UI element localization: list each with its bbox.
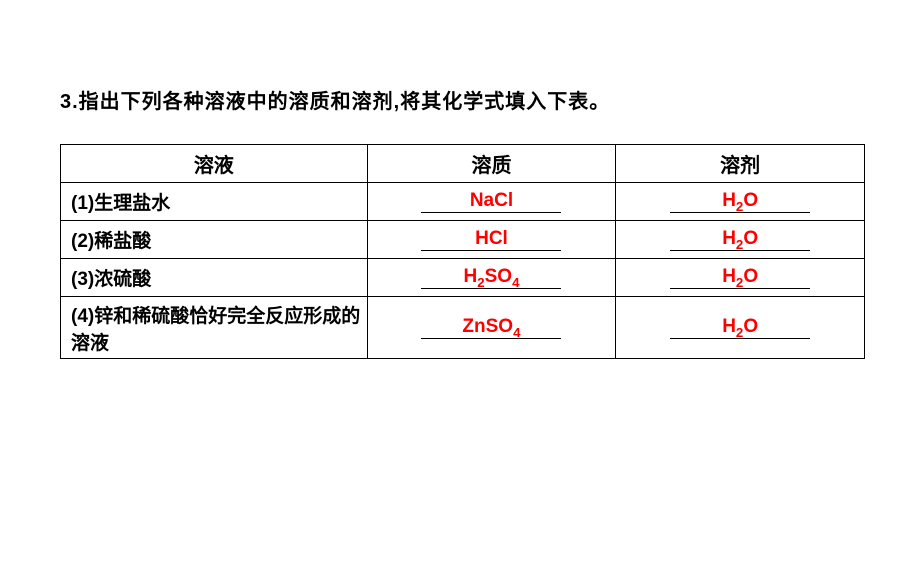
solute-answer: HCl bbox=[475, 229, 508, 248]
solvent-cell: H2O bbox=[616, 297, 865, 359]
question-text: 3.指出下列各种溶液中的溶质和溶剂,将其化学式填入下表。 bbox=[60, 85, 865, 114]
solvent-answer: H2O bbox=[722, 229, 758, 248]
table-header-row: 溶液 溶质 溶剂 bbox=[61, 145, 865, 183]
row-label: (4)锌和稀硫酸恰好完全反应形成的溶液 bbox=[61, 297, 368, 359]
row-label: (3)浓硫酸 bbox=[61, 259, 368, 297]
header-solution: 溶液 bbox=[61, 145, 368, 183]
solvent-cell: H2O bbox=[616, 259, 865, 297]
solution-table: 溶液 溶质 溶剂 (1)生理盐水NaClH2O(2)稀盐酸HClH2O(3)浓硫… bbox=[60, 144, 865, 359]
row-label: (1)生理盐水 bbox=[61, 183, 368, 221]
answer-underline bbox=[421, 288, 561, 289]
table-row: (2)稀盐酸 HCl H2O bbox=[61, 221, 865, 259]
row-label: (2)稀盐酸 bbox=[61, 221, 368, 259]
solute-answer: ZnSO4 bbox=[462, 317, 520, 336]
table-body: (1)生理盐水 NaCl H2O (2)稀盐酸 HCl H2O (3)浓硫酸 H2SO4 H2O… bbox=[61, 183, 865, 359]
solute-cell: HCl bbox=[367, 221, 616, 259]
answer-underline bbox=[421, 250, 561, 251]
answer-underline bbox=[421, 212, 561, 213]
solute-cell: NaCl bbox=[367, 183, 616, 221]
solute-cell: H2SO4 bbox=[367, 259, 616, 297]
solute-answer: H2SO4 bbox=[463, 267, 519, 286]
solvent-cell: H2O bbox=[616, 183, 865, 221]
table-row: (1)生理盐水 NaCl H2O bbox=[61, 183, 865, 221]
header-solvent: 溶剂 bbox=[616, 145, 865, 183]
header-solute: 溶质 bbox=[367, 145, 616, 183]
solvent-answer: H2O bbox=[722, 267, 758, 286]
solvent-answer: H2O bbox=[722, 191, 758, 210]
solvent-cell: H2O bbox=[616, 221, 865, 259]
solute-cell: ZnSO4 bbox=[367, 297, 616, 359]
table-row: (3)浓硫酸 H2SO4 H2O bbox=[61, 259, 865, 297]
answer-underline bbox=[421, 338, 561, 339]
solute-answer: NaCl bbox=[470, 191, 513, 210]
table-row: (4)锌和稀硫酸恰好完全反应形成的溶液 ZnSO4 H2O bbox=[61, 297, 865, 359]
solvent-answer: H2O bbox=[722, 317, 758, 336]
